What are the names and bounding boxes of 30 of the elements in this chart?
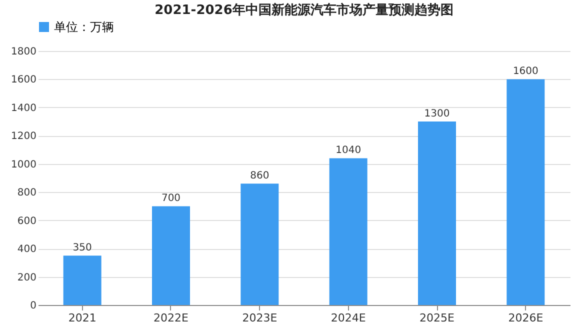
data-label: 1040 — [336, 145, 362, 156]
y-tick-label: 0 — [30, 300, 36, 312]
y-tick-label: 1600 — [11, 74, 36, 86]
bar — [329, 158, 368, 305]
x-tick-label: 2023E — [242, 312, 278, 324]
chart-title: 2021-2026年中国新能源汽车市场产量预测趋势图 — [154, 2, 454, 18]
y-tick-label: 200 — [17, 272, 36, 284]
bar — [506, 79, 545, 305]
y-tick-label: 1200 — [11, 131, 36, 142]
data-label: 1300 — [424, 108, 450, 120]
data-label: 860 — [250, 170, 270, 182]
bar — [152, 206, 190, 305]
x-tick-label: 2025E — [420, 312, 455, 324]
legend-label: 单位：万辆 — [54, 20, 114, 34]
data-label: 350 — [72, 242, 92, 254]
bar — [418, 122, 456, 305]
x-tick-label: 2024E — [330, 312, 366, 324]
data-label: 700 — [161, 193, 181, 204]
bar — [240, 184, 279, 305]
y-tick-label: 600 — [17, 216, 36, 227]
x-tick-label: 2022E — [154, 312, 189, 324]
y-tick-label: 1400 — [11, 102, 36, 114]
y-tick-label: 1000 — [11, 159, 36, 170]
x-tick-label: 2021 — [68, 312, 96, 324]
y-tick-label: 800 — [17, 188, 36, 199]
y-tick-label: 1800 — [11, 46, 36, 58]
bar — [63, 256, 102, 305]
data-label: 1600 — [512, 66, 538, 78]
y-tick-label: 400 — [17, 244, 36, 256]
x-tick-label: 2026E — [508, 312, 544, 324]
